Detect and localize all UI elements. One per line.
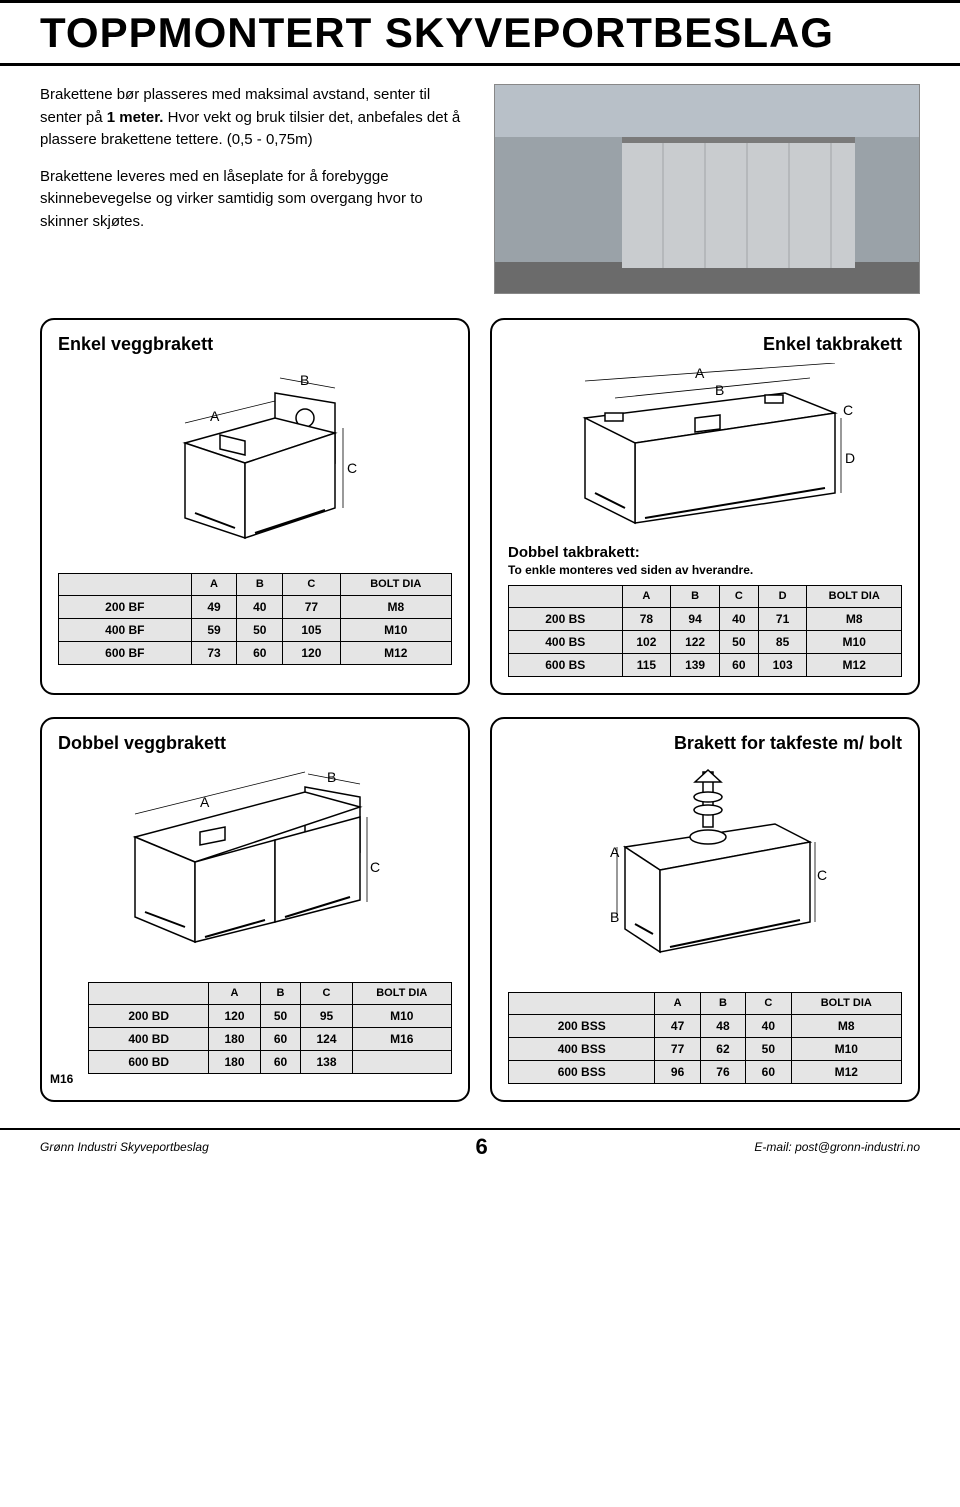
svg-text:C: C [817,867,827,883]
diagram-dobbel-veggbrakett: A B C [105,762,405,972]
intro-row: Brakettene bør plasseres med maksimal av… [40,84,920,294]
th: B [700,992,745,1014]
th: C [719,585,758,607]
th: C [283,574,340,596]
th [89,982,209,1004]
th: BOLT DIA [807,585,902,607]
svg-text:C: C [843,402,853,418]
th: A [191,574,237,596]
table-row: 200 BSS474840M8 [509,1014,902,1037]
table-row: 400 BD18060124M16 [89,1027,452,1050]
svg-text:B: B [300,372,309,388]
card-enkel-takbrakett: Enkel takbrakett A B C D [490,318,920,695]
card4-table: A B C BOLT DIA 200 BSS474840M8 400 BSS77… [508,992,902,1084]
th [509,585,623,607]
table-row: 600 BSS967660M12 [509,1060,902,1083]
card1-table: A B C BOLT DIA 200 BF494077M8 400 BF5950… [58,573,452,665]
cards-row-1: Enkel veggbrakett A B C [40,318,920,695]
table-row: 400 BS1021225085M10 [509,630,902,653]
card3-side-label: M16 [50,1072,73,1086]
th: B [671,585,720,607]
diagram-enkel-veggbrakett: A B C [125,363,385,563]
diagram-enkel-takbrakett: A B C D [555,363,855,533]
th: A [209,982,260,1004]
svg-text:C: C [347,460,357,476]
th: A [655,992,700,1014]
table-row: 600 BS11513960103M12 [509,653,902,676]
intro-paragraph-1: Brakettene bør plasseres med maksimal av… [40,84,464,152]
card2-subnote: To enkle monteres ved siden av hverandre… [508,563,902,577]
svg-text:D: D [845,450,855,466]
th: C [301,982,352,1004]
th: C [746,992,791,1014]
cards-row-2: Dobbel veggbrakett A B C [40,717,920,1102]
table-row: 200 BF494077M8 [59,596,452,619]
table-row: 200 BD1205095M10 [89,1004,452,1027]
page-title: TOPPMONTERT SKYVEPORTBESLAG [40,9,960,57]
page-title-bar: TOPPMONTERT SKYVEPORTBESLAG [0,0,960,66]
th: BOLT DIA [340,574,451,596]
card3-title: Dobbel veggbrakett [58,733,452,754]
footer-right: E-mail: post@gronn-industri.no [754,1140,920,1154]
th: D [758,585,807,607]
table-row: 600 BD18060138 [89,1050,452,1073]
card2-subtitle: Dobbel takbrakett: [508,543,902,563]
card2-table: A B C D BOLT DIA 200 BS78944071M8 400 BS… [508,585,902,677]
table-row: 400 BSS776250M10 [509,1037,902,1060]
card-dobbel-veggbrakett: Dobbel veggbrakett A B C [40,717,470,1102]
footer-pagenum: 6 [475,1134,487,1160]
card-enkel-veggbrakett: Enkel veggbrakett A B C [40,318,470,695]
th: BOLT DIA [791,992,901,1014]
svg-text:B: B [610,909,619,925]
card2-title: Enkel takbrakett [508,334,902,355]
th: B [260,982,301,1004]
diagram-brakett-takfeste: A B C [575,762,835,982]
card1-title: Enkel veggbrakett [58,334,452,355]
card3-table: A B C BOLT DIA 200 BD1205095M10 400 BD18… [88,982,452,1074]
th: B [237,574,283,596]
svg-text:B: B [715,382,724,398]
building-photo [494,84,920,294]
page-footer: Grønn Industri Skyveportbeslag 6 E-mail:… [0,1128,960,1164]
th [509,992,655,1014]
footer-left: Grønn Industri Skyveportbeslag [40,1140,209,1154]
card4-title: Brakett for takfeste m/ bolt [508,733,902,754]
intro-paragraph-2: Brakettene leveres med en låseplate for … [40,166,464,234]
table-row: 600 BF7360120M12 [59,642,452,665]
card-brakett-takfeste: Brakett for takfeste m/ bolt A B C [490,717,920,1102]
svg-text:C: C [370,859,380,875]
th: A [622,585,671,607]
th [59,574,192,596]
svg-text:B: B [327,769,336,785]
intro-p1-b: 1 meter. [107,109,164,126]
svg-text:A: A [610,844,620,860]
table-row: 400 BF5950105M10 [59,619,452,642]
th: BOLT DIA [352,982,451,1004]
table-row: 200 BS78944071M8 [509,607,902,630]
intro-text: Brakettene bør plasseres med maksimal av… [40,84,464,294]
